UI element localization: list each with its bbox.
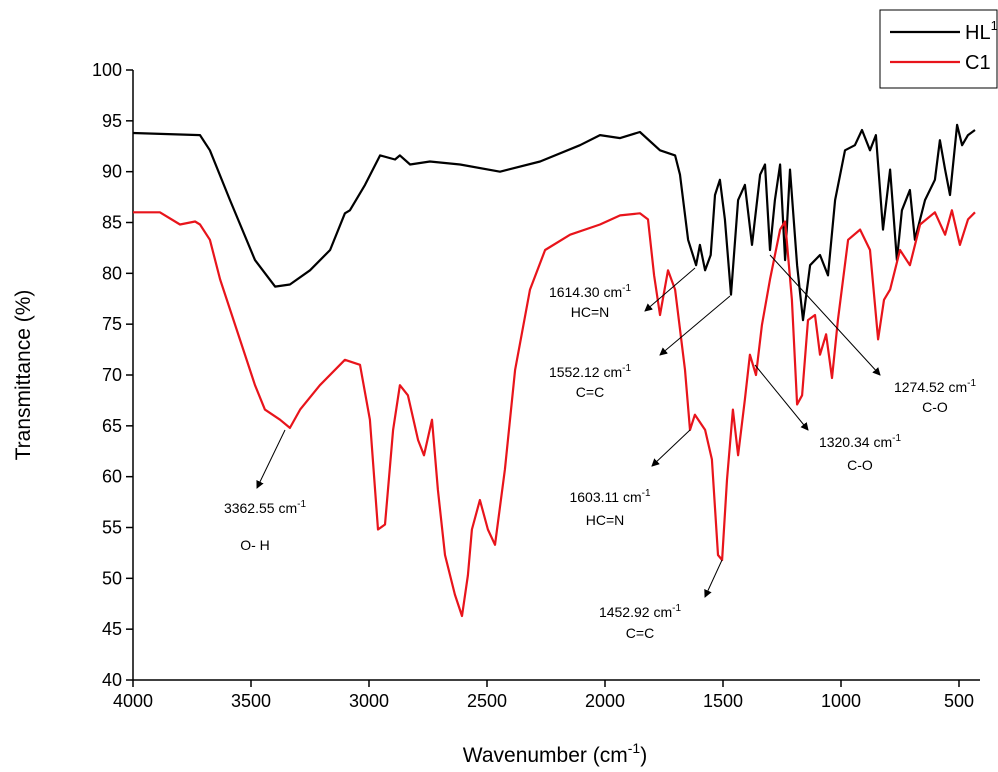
- annotation-label: 1552.12 cm-1: [549, 363, 632, 380]
- annotation-text: 1320.34 cm: [819, 434, 892, 450]
- y-tick-label: 85: [102, 213, 122, 233]
- annotation-text: 1452.92 cm: [599, 604, 672, 620]
- x-tick-label: 4000: [113, 691, 153, 711]
- annotation-line2: C=C: [576, 384, 604, 400]
- annotation-label: 1274.52 cm-1: [894, 378, 977, 395]
- legend-text: C1: [965, 52, 991, 74]
- y-tick-label: 45: [102, 619, 122, 639]
- y-axis-label: Transmittance (%): [12, 290, 35, 461]
- annotation-text: 1603.11 cm: [569, 489, 641, 505]
- annotation-text: 1614.30 cm: [549, 284, 622, 300]
- x-tick-label: 3500: [231, 691, 271, 711]
- y-tick-label: 50: [102, 568, 122, 588]
- annotation-sup: -1: [622, 283, 631, 294]
- x-tick-label: 1000: [821, 691, 861, 711]
- x-label-text: Wavenumber (cm: [463, 744, 628, 767]
- annotation-arrow: [644, 267, 696, 312]
- x-axis-label: Wavenumber (cm-1): [463, 740, 647, 767]
- annotation-label: 1320.34 cm-1: [819, 433, 902, 450]
- x-tick-label: 2000: [585, 691, 625, 711]
- annotation-sup: -1: [967, 378, 976, 389]
- y-tick-label: 60: [102, 467, 122, 487]
- annotation-sup: -1: [642, 488, 651, 499]
- annotation-sup: -1: [622, 363, 631, 374]
- annotation-sup: -1: [672, 603, 681, 614]
- y-tick-label: 90: [102, 162, 122, 182]
- annotation-text: 1274.52 cm: [894, 379, 967, 395]
- y-tick-label: 40: [102, 670, 122, 690]
- y-tick-label: 70: [102, 365, 122, 385]
- y-tick-label: 100: [92, 60, 122, 80]
- y-tick-label: 55: [102, 518, 122, 538]
- legend-box: [879, 9, 998, 89]
- legend-label: C1: [965, 52, 991, 74]
- annotation-line2: O- H: [240, 537, 270, 553]
- annotation-text: 1552.12 cm: [549, 364, 622, 380]
- annotation-sup: -1: [892, 433, 901, 444]
- annotation-arrow: [704, 559, 723, 598]
- annotation-arrow: [754, 364, 809, 431]
- annotation-label: 1452.92 cm-1: [599, 603, 682, 620]
- annotation-label: 1603.11 cm-1: [569, 488, 650, 505]
- annotation-label: 3362.55 cm-1: [224, 499, 307, 516]
- annotation-line2: HC=N: [571, 304, 610, 320]
- annotation-arrow: [659, 295, 731, 356]
- annotation-arrow: [651, 429, 691, 467]
- x-tick-label: 1500: [703, 691, 743, 711]
- legend-label: HL1: [965, 18, 998, 44]
- legend-text: HL: [965, 22, 991, 44]
- x-tick-label: 3000: [349, 691, 389, 711]
- y-tick-label: 80: [102, 263, 122, 283]
- annotation-line2: C=C: [626, 625, 654, 641]
- annotation-line2: C-O: [922, 399, 948, 415]
- annotation-label: 1614.30 cm-1: [549, 283, 632, 300]
- annotation-text: 3362.55 cm: [224, 500, 297, 516]
- x-label-sup: -1: [628, 740, 641, 756]
- annotation-sup: -1: [297, 499, 306, 510]
- x-tick-label: 500: [944, 691, 974, 711]
- annotation-arrow: [769, 254, 881, 376]
- spectrum-line: [132, 123, 976, 322]
- annotation-line2: HC=N: [586, 512, 625, 528]
- annotation-line2: C-O: [847, 457, 873, 473]
- y-tick-label: 75: [102, 314, 122, 334]
- legend-sup: 1: [991, 18, 998, 33]
- x-label-after: ): [640, 744, 647, 767]
- y-tick-label: 95: [102, 111, 122, 131]
- y-tick-label: 65: [102, 416, 122, 436]
- spectrum-line: [133, 209, 976, 618]
- annotation-arrow: [256, 429, 286, 489]
- x-tick-label: 2500: [467, 691, 507, 711]
